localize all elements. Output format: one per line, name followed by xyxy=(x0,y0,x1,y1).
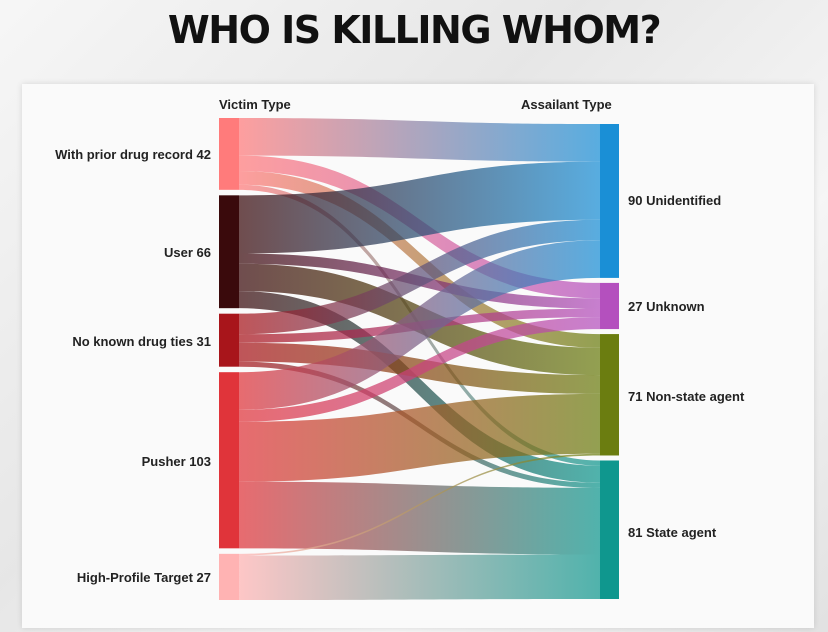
victim-type-header: Victim Type xyxy=(219,97,291,112)
victim-node-no-known-drug-ties xyxy=(219,313,239,367)
flow-pusher-to-state-agent xyxy=(239,481,600,555)
flow-high-profile-target-to-state-agent xyxy=(239,554,600,600)
flow-user-to-state-agent xyxy=(239,291,600,483)
flow-with-prior-drug-record-to-non-state-agent xyxy=(239,171,600,348)
victim-node-with-prior-drug-record xyxy=(219,118,239,190)
victim-label-prior-drug-record: With prior drug record 42 xyxy=(55,147,211,162)
flow-user-to-unidentified xyxy=(239,161,600,254)
assailant-label-unidentified: 90 Unidentified xyxy=(628,193,722,208)
assailant-node-state-agent xyxy=(600,460,619,599)
victim-label-user: User 66 xyxy=(164,245,211,260)
victim-node-user xyxy=(219,195,239,309)
assailant-type-header: Assailant Type xyxy=(521,97,612,112)
flow-pusher-to-unknown xyxy=(239,317,600,422)
page-title: WHO IS KILLING WHOM? xyxy=(167,8,662,52)
assailant-node-non-state-agent xyxy=(600,334,619,456)
assailant-node-unidentified xyxy=(600,124,619,278)
flow-pusher-to-unidentified xyxy=(239,240,600,410)
flow-with-prior-drug-record-to-unidentified xyxy=(239,118,600,162)
victim-node-high-profile-target xyxy=(219,553,239,600)
flow-high-profile-target-to-non-state-agent xyxy=(239,453,600,556)
flow-no-known-drug-ties-to-unidentified xyxy=(239,219,600,335)
victim-label-high-profile-target: High-Profile Target 27 xyxy=(76,570,211,585)
assailant-label-non-state-agent: 71 Non-state agent xyxy=(628,389,745,404)
assailant-node-unknown xyxy=(600,282,619,330)
victim-node-pusher xyxy=(219,372,239,549)
victim-label-pusher: Pusher 103 xyxy=(141,454,211,469)
flow-pusher-to-non-state-agent xyxy=(239,393,600,482)
assailant-label-state-agent: 81 State agent xyxy=(628,525,717,540)
assailant-label-unknown: 27 Unknown xyxy=(628,299,705,314)
victim-label-no-known-drug-ties: No known drug ties 31 xyxy=(72,334,211,349)
